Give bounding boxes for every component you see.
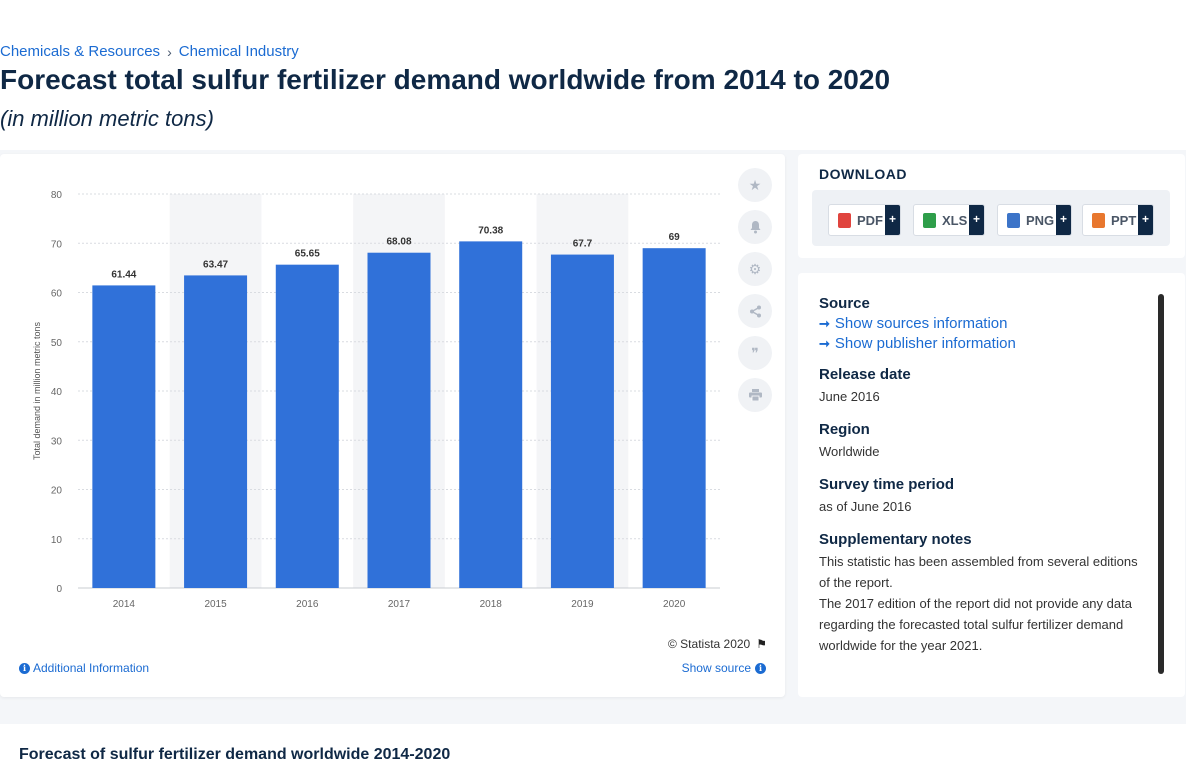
data-label: 65.65 <box>295 249 320 260</box>
info-icon: i <box>755 662 766 674</box>
x-tick-label: 2014 <box>113 599 136 610</box>
page-title: Forecast total sulfur fertilizer demand … <box>0 64 891 95</box>
plus-icon: + <box>1056 205 1071 235</box>
breadcrumb-separator: › <box>167 43 172 60</box>
copyright: © Statista 2020 ⚑ <box>668 637 767 651</box>
x-tick-label: 2015 <box>204 599 227 610</box>
region-value: Worldwide <box>819 444 880 459</box>
additional-information-label: Additional Information <box>33 661 150 675</box>
bar <box>184 275 248 588</box>
plus-icon: + <box>885 205 900 235</box>
ppt-file-icon <box>1092 212 1105 228</box>
data-label: 68.08 <box>386 237 411 248</box>
pdf-file-icon <box>838 212 851 228</box>
y-tick-label: 60 <box>51 289 63 300</box>
y-tick-label: 80 <box>51 190 63 201</box>
y-tick-label: 70 <box>51 239 63 250</box>
source-label: Source <box>819 295 870 312</box>
info-icon: i <box>19 662 30 674</box>
statistic-details: Source ➞ Show sources information ➞ Show… <box>819 295 1141 656</box>
bell-icon[interactable] <box>738 210 772 244</box>
download-heading: DOWNLOAD <box>819 166 907 182</box>
show-sources-link[interactable]: ➞ Show sources information <box>819 315 1141 332</box>
download-png-button[interactable]: PNG + <box>997 204 1072 236</box>
chart-card: 0 10 20 30 40 50 60 70 80 Total demand in million… <box>0 154 785 697</box>
breadcrumb-chemicals-resources[interactable]: Chemicals & Resources <box>0 43 161 60</box>
supplementary-notes-text-2: The 2017 edition of the report did not p… <box>819 596 1132 653</box>
statistic-details-card: Source ➞ Show sources information ➞ Show… <box>798 273 1185 697</box>
arrow-right-icon: ➞ <box>819 315 830 331</box>
details-scrollbar[interactable] <box>1158 294 1164 674</box>
bar <box>275 264 339 588</box>
bar-chart: 0 10 20 30 40 50 60 70 80 Total demand in million… <box>32 190 720 610</box>
copyright-text: © Statista 2020 <box>668 637 751 651</box>
quote-icon[interactable]: ❞ <box>738 336 772 370</box>
print-icon[interactable] <box>738 378 772 412</box>
gear-icon[interactable]: ⚙ <box>738 252 772 286</box>
share-icon[interactable] <box>738 294 772 328</box>
release-date-label: Release date <box>819 366 911 383</box>
header-band <box>0 0 1186 150</box>
download-ppt-button[interactable]: PPT + <box>1082 204 1154 236</box>
y-tick-label: 30 <box>51 436 63 447</box>
download-bar: PDF + XLS + PNG + PPT + <box>812 190 1170 246</box>
flag-icon[interactable]: ⚑ <box>756 637 767 651</box>
survey-period-label: Survey time period <box>819 476 955 493</box>
region-label: Region <box>819 421 870 438</box>
y-tick-label: 0 <box>56 584 62 595</box>
xls-file-icon <box>923 212 936 228</box>
x-tick-label: 2018 <box>480 599 503 610</box>
png-file-icon <box>1007 212 1020 228</box>
data-label: 67.7 <box>573 239 593 250</box>
bar <box>642 248 706 589</box>
data-label: 70.38 <box>478 225 503 236</box>
related-title: Forecast of sulfur fertilizer demand wor… <box>19 746 451 760</box>
data-label: 61.44 <box>111 269 136 280</box>
bar <box>367 252 431 588</box>
x-tick-label: 2020 <box>663 599 686 610</box>
download-pdf-label: PDF <box>857 212 883 228</box>
plus-icon: + <box>1138 205 1153 235</box>
y-axis-label: Total demand in million metric tons <box>32 321 42 460</box>
bar <box>459 241 523 588</box>
show-publisher-label: Show publisher information <box>834 335 1016 352</box>
arrow-right-icon: ➞ <box>819 335 830 351</box>
data-label: 63.47 <box>203 259 228 270</box>
related-card: Forecast of sulfur fertilizer demand wor… <box>0 724 1186 760</box>
download-xls-button[interactable]: XLS + <box>913 204 985 236</box>
breadcrumb: Chemicals & Resources › Chemical Industr… <box>0 43 299 60</box>
x-tick-label: 2019 <box>571 599 594 610</box>
download-ppt-label: PPT <box>1111 212 1137 228</box>
download-png-label: PNG <box>1026 212 1055 228</box>
y-tick-label: 40 <box>51 387 63 398</box>
y-tick-label: 10 <box>51 535 63 546</box>
y-tick-label: 20 <box>51 486 63 497</box>
show-source-label: Show source <box>681 661 751 675</box>
release-date-value: June 2016 <box>819 389 880 404</box>
download-xls-label: XLS <box>942 212 968 228</box>
show-sources-label: Show sources information <box>834 315 1008 332</box>
download-card: DOWNLOAD PDF + XLS + PNG + PPT + <box>798 154 1185 258</box>
supplementary-notes-label: Supplementary notes <box>819 531 972 548</box>
bar <box>550 254 614 588</box>
show-publisher-link[interactable]: ➞ Show publisher information <box>819 335 1141 352</box>
x-tick-label: 2017 <box>388 599 411 610</box>
page-subtitle: (in million metric tons) <box>0 106 214 131</box>
star-icon[interactable]: ★ <box>738 168 772 202</box>
supplementary-notes-text-1: This statistic has been assembled from s… <box>819 554 1138 590</box>
y-tick-label: 50 <box>51 338 63 349</box>
chart-toolbar: ★ ⚙ ❞ <box>738 168 772 420</box>
additional-information-link[interactable]: i Additional Information <box>19 661 149 675</box>
x-tick-label: 2016 <box>296 599 319 610</box>
survey-period-value: as of June 2016 <box>819 499 912 514</box>
data-label: 69 <box>669 232 681 243</box>
download-pdf-button[interactable]: PDF + <box>828 204 901 236</box>
breadcrumb-chemical-industry[interactable]: Chemical Industry <box>178 43 299 60</box>
plus-icon: + <box>969 205 984 235</box>
bar <box>92 285 156 588</box>
show-source-link[interactable]: Show source i <box>682 661 766 675</box>
